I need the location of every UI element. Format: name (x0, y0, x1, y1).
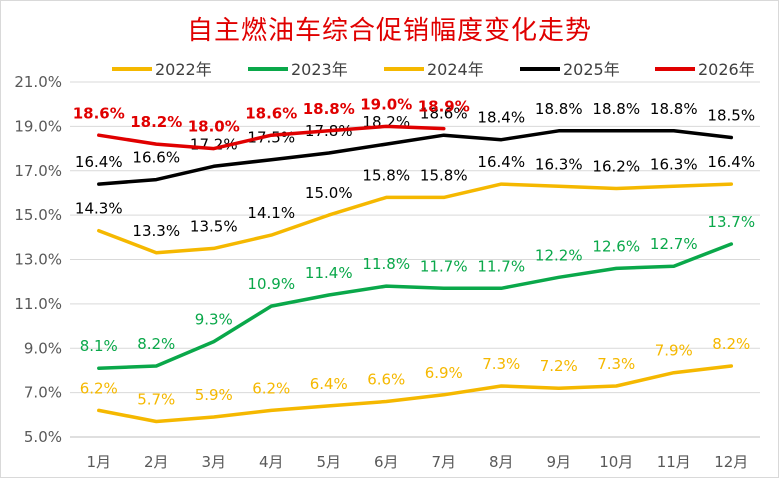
x-tick-label: 8月 (489, 453, 514, 471)
y-tick-label: 21.0% (14, 73, 62, 91)
data-label: 11.8% (362, 255, 410, 273)
data-label: 8.1% (80, 337, 118, 355)
series-line (97, 242, 734, 370)
series-line (97, 182, 734, 255)
x-tick-label: 6月 (374, 453, 399, 471)
data-label: 12.2% (535, 246, 583, 264)
legend-label: 2022年 (155, 60, 212, 79)
data-label: 7.3% (597, 355, 635, 373)
x-tick-label: 7月 (431, 453, 456, 471)
data-label: 6.2% (252, 379, 290, 397)
series-line (97, 364, 734, 424)
data-label: 18.6% (245, 104, 297, 122)
data-label: 8.2% (137, 335, 175, 353)
x-tick-label: 11月 (657, 453, 691, 471)
data-label: 15.0% (305, 184, 353, 202)
y-tick-label: 13.0% (14, 251, 62, 269)
x-tick-label: 1月 (86, 453, 111, 471)
data-label: 13.7% (707, 213, 755, 231)
data-label: 12.6% (592, 237, 640, 255)
series-line (97, 124, 446, 151)
data-label: 18.8% (592, 100, 640, 118)
data-label: 5.9% (195, 386, 233, 404)
data-label: 19.0% (360, 95, 412, 113)
data-label: 16.4% (477, 153, 525, 171)
data-label: 7.3% (482, 355, 520, 373)
data-label: 16.2% (592, 158, 640, 176)
legend-label: 2024年 (427, 60, 484, 79)
data-label: 14.3% (75, 200, 123, 218)
data-label: 13.5% (190, 217, 238, 235)
data-label: 18.5% (707, 106, 755, 124)
data-label: 8.2% (712, 335, 750, 353)
x-tick-label: 4月 (259, 453, 284, 471)
data-label: 16.4% (75, 153, 123, 171)
data-label: 6.2% (80, 379, 118, 397)
y-tick-label: 19.0% (14, 117, 62, 135)
y-tick-label: 5.0% (24, 428, 62, 446)
data-label: 7.9% (655, 342, 693, 360)
data-label: 14.1% (247, 204, 295, 222)
chart-title: 自主燃油车综合促销幅度变化走势 (186, 16, 592, 46)
data-label: 7.2% (540, 357, 578, 375)
x-tick-label: 9月 (546, 453, 571, 471)
legend-label: 2023年 (291, 60, 348, 79)
data-label: 11.7% (420, 257, 468, 275)
data-label: 15.8% (362, 166, 410, 184)
data-label: 18.4% (477, 109, 525, 127)
data-label: 18.8% (650, 100, 698, 118)
data-label: 13.3% (132, 222, 180, 240)
legend-label: 2026年 (698, 60, 755, 79)
y-tick-label: 11.0% (14, 295, 62, 313)
x-tick-label: 10月 (599, 453, 633, 471)
data-label: 11.7% (477, 257, 525, 275)
data-label: 10.9% (247, 275, 295, 293)
legend-label: 2025年 (563, 60, 620, 79)
data-label: 11.4% (305, 264, 353, 282)
data-label: 18.8% (535, 100, 583, 118)
x-tick-label: 5月 (316, 453, 341, 471)
data-label: 18.8% (303, 100, 355, 118)
y-tick-label: 17.0% (14, 162, 62, 180)
data-label: 18.6% (420, 104, 468, 122)
x-tick-label: 12月 (714, 453, 748, 471)
y-tick-label: 7.0% (24, 384, 62, 402)
series-line (97, 129, 734, 186)
data-label: 9.3% (195, 311, 233, 329)
data-label: 6.6% (367, 371, 405, 389)
x-tick-label: 3月 (201, 453, 226, 471)
data-label: 16.4% (707, 153, 755, 171)
data-label: 16.3% (535, 155, 583, 173)
data-label: 18.6% (73, 104, 125, 122)
y-tick-label: 9.0% (24, 339, 62, 357)
data-label: 18.0% (188, 118, 240, 136)
data-label: 5.7% (137, 390, 175, 408)
data-label: 18.2% (130, 113, 182, 131)
data-label: 6.9% (425, 364, 463, 382)
data-label: 18.9% (418, 98, 470, 116)
data-label: 12.7% (650, 235, 698, 253)
y-tick-label: 15.0% (14, 206, 62, 224)
data-label: 6.4% (310, 375, 348, 393)
data-label: 16.3% (650, 155, 698, 173)
x-tick-label: 2月 (144, 453, 169, 471)
data-label: 15.8% (420, 166, 468, 184)
data-label: 16.6% (132, 149, 180, 167)
